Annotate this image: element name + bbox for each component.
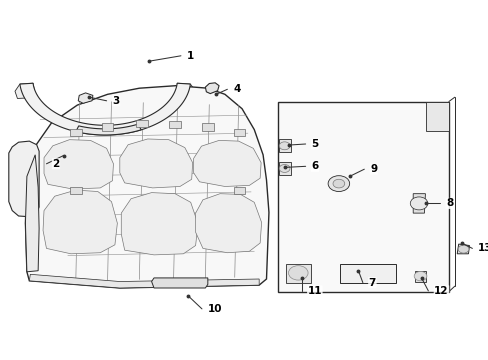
Polygon shape [25, 155, 39, 272]
Text: 4: 4 [233, 84, 240, 94]
Polygon shape [120, 139, 192, 188]
Polygon shape [278, 162, 290, 175]
Polygon shape [278, 139, 290, 152]
Text: 5: 5 [311, 139, 318, 149]
Circle shape [288, 266, 307, 280]
Text: 9: 9 [369, 164, 377, 174]
Polygon shape [193, 140, 261, 186]
Text: 12: 12 [433, 286, 448, 296]
Polygon shape [15, 83, 35, 99]
Text: 8: 8 [445, 198, 452, 208]
Circle shape [279, 142, 289, 150]
Polygon shape [29, 274, 259, 288]
Circle shape [332, 179, 344, 188]
Circle shape [413, 271, 426, 281]
Polygon shape [456, 244, 468, 254]
Polygon shape [285, 264, 310, 283]
Polygon shape [102, 123, 113, 131]
Polygon shape [70, 129, 81, 136]
Polygon shape [70, 187, 81, 194]
Text: 10: 10 [207, 304, 222, 314]
Circle shape [457, 245, 468, 253]
Polygon shape [43, 190, 117, 254]
Polygon shape [76, 124, 141, 135]
Polygon shape [205, 83, 219, 94]
Text: 6: 6 [311, 161, 318, 171]
Text: 7: 7 [368, 278, 375, 288]
Polygon shape [277, 102, 448, 292]
Polygon shape [195, 194, 261, 253]
Polygon shape [233, 187, 245, 194]
Polygon shape [177, 83, 195, 97]
Polygon shape [412, 194, 425, 213]
Polygon shape [25, 86, 268, 288]
Text: 2: 2 [52, 159, 60, 169]
Text: 11: 11 [307, 286, 322, 296]
Polygon shape [202, 123, 213, 131]
Polygon shape [9, 141, 39, 217]
Text: 1: 1 [186, 51, 194, 61]
Text: 3: 3 [112, 96, 120, 106]
Polygon shape [44, 140, 113, 189]
Circle shape [327, 176, 349, 192]
Polygon shape [339, 264, 395, 283]
Polygon shape [426, 102, 448, 131]
Polygon shape [136, 120, 147, 127]
Circle shape [409, 197, 427, 210]
Polygon shape [169, 121, 181, 128]
Polygon shape [20, 83, 190, 135]
Polygon shape [121, 193, 198, 255]
Text: 13: 13 [477, 243, 488, 253]
Polygon shape [233, 129, 245, 136]
Polygon shape [151, 278, 207, 288]
Polygon shape [78, 93, 93, 103]
Polygon shape [414, 271, 426, 282]
Circle shape [279, 165, 289, 172]
